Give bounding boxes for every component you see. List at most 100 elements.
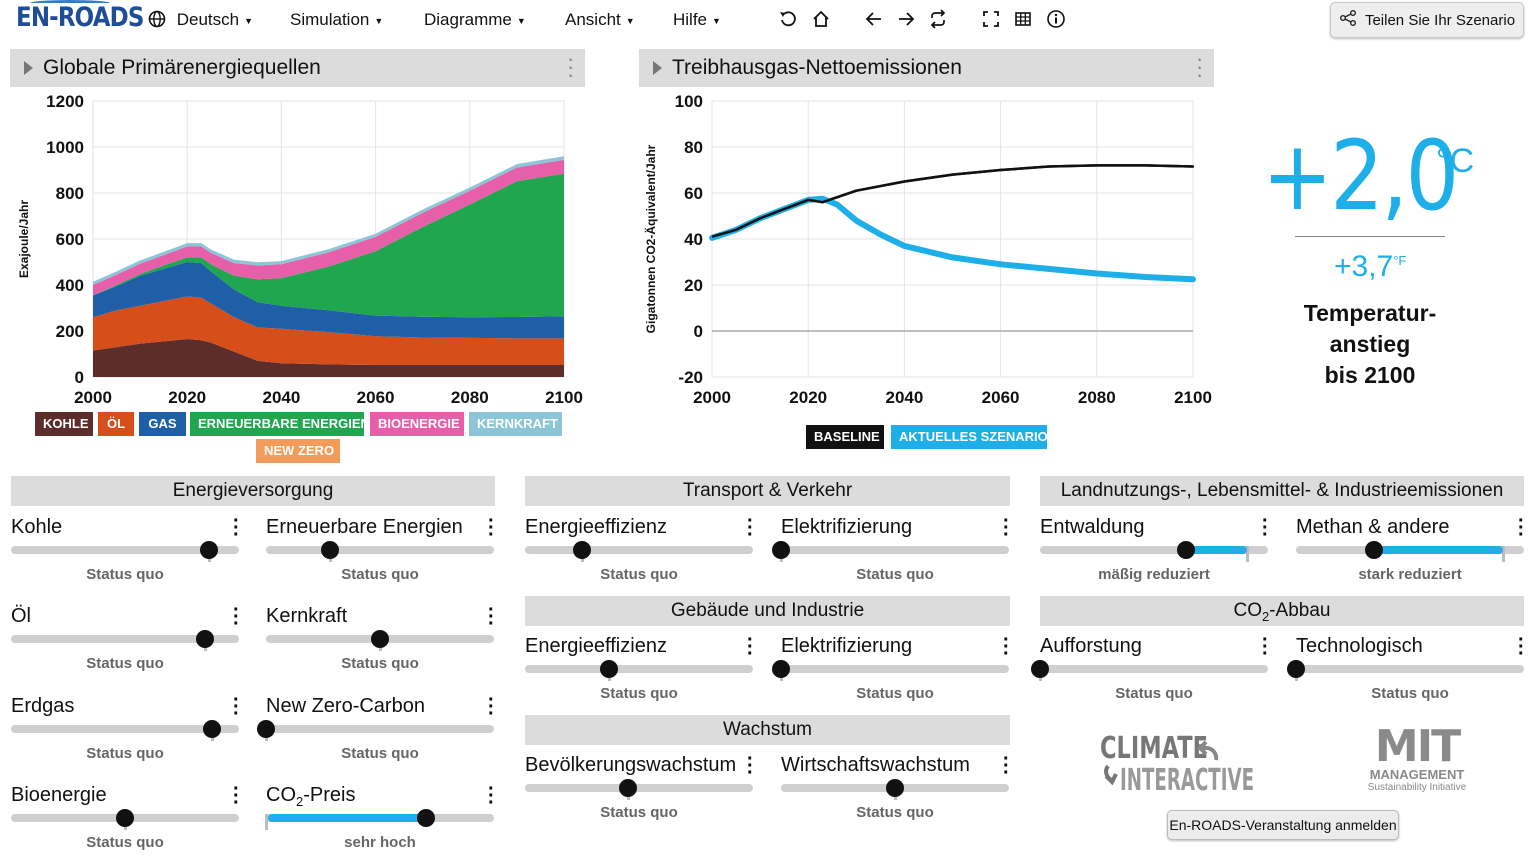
slider-nuclear[interactable]: Kernkraft · · · Status quo (266, 599, 496, 685)
share-scenario-button[interactable]: Teilen Sie Ihr Szenario (1330, 2, 1524, 38)
kebab-menu-icon[interactable]: · · · (1262, 629, 1269, 665)
expand-triangle-icon[interactable] (24, 61, 33, 75)
kebab-menu-icon[interactable]: · · · (567, 46, 575, 87)
mit-management-logo[interactable]: MIT MANAGEMENT Sustainability Initiative (1352, 725, 1482, 800)
slider-track[interactable] (11, 541, 239, 562)
slider-track[interactable] (1296, 541, 1524, 562)
slider-pop[interactable]: Bevölkerungswachstum · · · Status quo (525, 748, 755, 834)
legend-chip[interactable]: KERNKRAFT (469, 412, 562, 436)
app-logo[interactable]: EN-ROADS (16, 2, 144, 33)
slider-track[interactable] (772, 541, 1009, 562)
slider-knob[interactable] (416, 809, 435, 827)
slider-knob[interactable] (1287, 660, 1305, 678)
menu-charts[interactable]: Diagramme ▼ (424, 10, 526, 30)
kebab-menu-icon[interactable]: · · · (1518, 510, 1525, 546)
slider-afforest[interactable]: Aufforstung · · · Status quo (1031, 629, 1270, 715)
slider-knob[interactable] (600, 660, 619, 678)
kebab-menu-icon[interactable]: · · · (233, 778, 240, 814)
legend-chip[interactable]: BIOENERGIE (370, 412, 464, 436)
climate-interactive-logo[interactable]: CLIMATE INTERACTIVE (1094, 728, 1259, 798)
slider-knob[interactable] (195, 630, 214, 648)
slider-knob[interactable] (257, 720, 275, 738)
slider-knob[interactable] (772, 660, 790, 678)
legend-chip[interactable]: NEW ZERO (256, 439, 340, 463)
slider-trans-elec[interactable]: Elektrifizierung · · · Status quo (772, 510, 1011, 596)
slider-track[interactable] (1040, 541, 1268, 562)
slider-oil[interactable]: Öl · · · Status quo (11, 599, 241, 685)
kebab-menu-icon[interactable]: · · · (747, 748, 754, 784)
slider-trans-eff[interactable]: Energieeffizienz · · · Status quo (525, 510, 755, 596)
slider-knob[interactable] (1031, 660, 1049, 678)
energy-chart-header[interactable]: Globale Primärenergiequellen · · · (10, 46, 585, 87)
menu-simulation[interactable]: Simulation ▼ (290, 10, 383, 30)
kebab-menu-icon[interactable]: · · · (488, 599, 495, 635)
arrow-right-icon[interactable] (895, 9, 917, 31)
kebab-menu-icon[interactable]: · · · (747, 510, 754, 546)
fullscreen-icon[interactable] (980, 9, 1002, 31)
expand-triangle-icon[interactable] (653, 61, 662, 75)
slider-newzero[interactable]: New Zero-Carbon · · · Status quo (257, 689, 496, 775)
slider-track[interactable] (266, 541, 494, 562)
slider-tech[interactable]: Technologisch · · · Status quo (1287, 629, 1526, 715)
kebab-menu-icon[interactable]: · · · (1003, 510, 1010, 546)
slider-gas[interactable]: Erdgas · · · Status quo (11, 689, 241, 775)
kebab-menu-icon[interactable]: · · · (1262, 510, 1269, 546)
slider-econ[interactable]: Wirtschaftswachstum · · · Status quo (781, 748, 1011, 834)
slider-track[interactable] (257, 720, 494, 741)
slider-bio[interactable]: Bioenergie · · · Status quo (11, 778, 241, 864)
slider-coal[interactable]: Kohle · · · Status quo (11, 511, 241, 596)
legend-chip[interactable]: BASELINE (806, 425, 884, 449)
slider-knob[interactable] (116, 809, 134, 827)
register-event-button[interactable]: En-ROADS-Veranstaltung anmelden (1167, 810, 1399, 840)
slider-build-elec[interactable]: Elektrifizierung · · · Status quo (772, 629, 1011, 715)
kebab-menu-icon[interactable]: · · · (488, 510, 495, 546)
info-icon[interactable] (1045, 9, 1067, 31)
kebab-menu-icon[interactable]: · · · (1196, 46, 1204, 87)
slider-track[interactable] (1031, 660, 1268, 681)
slider-track[interactable] (781, 779, 1009, 800)
kebab-menu-icon[interactable]: · · · (233, 689, 240, 725)
home-icon[interactable] (810, 9, 832, 31)
slider-track[interactable] (265, 809, 494, 830)
kebab-menu-icon[interactable]: · · · (233, 599, 240, 635)
menu-view[interactable]: Ansicht ▼ (565, 10, 635, 30)
slider-knob[interactable] (573, 541, 591, 559)
slider-knob[interactable] (1364, 541, 1383, 559)
slider-co2price[interactable]: CO2-Preis · · · sehr hoch (265, 778, 496, 864)
slider-track[interactable] (525, 779, 753, 800)
slider-knob[interactable] (886, 779, 904, 797)
slider-track[interactable] (11, 630, 239, 651)
menu-help[interactable]: Hilfe ▼ (673, 10, 721, 30)
slider-knob[interactable] (618, 779, 637, 797)
legend-chip[interactable]: KOHLE (35, 412, 93, 436)
slider-track[interactable] (525, 541, 753, 562)
slider-knob[interactable] (772, 541, 790, 559)
legend-chip[interactable]: ÖL (98, 412, 134, 436)
table-icon[interactable] (1012, 9, 1034, 31)
kebab-menu-icon[interactable]: · · · (1003, 629, 1010, 665)
undo-icon[interactable] (777, 9, 799, 31)
arrow-left-icon[interactable] (863, 9, 885, 31)
legend-chip[interactable]: GAS (139, 412, 186, 436)
slider-track[interactable] (11, 720, 239, 741)
slider-build-eff[interactable]: Energieeffizienz · · · Status quo (525, 630, 755, 715)
slider-deforest[interactable]: Entwaldung · · · mäßig reduziert (1040, 510, 1270, 596)
slider-knob[interactable] (371, 630, 389, 648)
legend-chip[interactable]: ERNEUERBARE ENERGIEN (190, 412, 370, 436)
slider-track[interactable] (266, 630, 494, 651)
emissions-chart-header[interactable]: Treibhausgas-Nettoemissionen · · · (639, 46, 1214, 87)
slider-track[interactable] (11, 809, 239, 830)
kebab-menu-icon[interactable]: · · · (488, 689, 495, 725)
slider-knob[interactable] (200, 541, 219, 559)
kebab-menu-icon[interactable]: · · · (488, 778, 495, 814)
slider-knob[interactable] (1176, 541, 1195, 559)
slider-track[interactable] (525, 660, 753, 681)
legend-chip[interactable]: AKTUELLES SZENARIO (891, 425, 1048, 449)
slider-methane[interactable]: Methan & andere · · · stark reduziert (1296, 510, 1526, 596)
slider-track[interactable] (772, 660, 1009, 681)
slider-knob[interactable] (320, 541, 339, 559)
kebab-menu-icon[interactable]: · · · (1003, 748, 1010, 784)
kebab-menu-icon[interactable]: · · · (1518, 629, 1525, 665)
menu-language[interactable]: Deutsch ▼ (148, 10, 253, 30)
slider-renewables[interactable]: Erneuerbare Energien · · · Status quo (266, 510, 496, 596)
